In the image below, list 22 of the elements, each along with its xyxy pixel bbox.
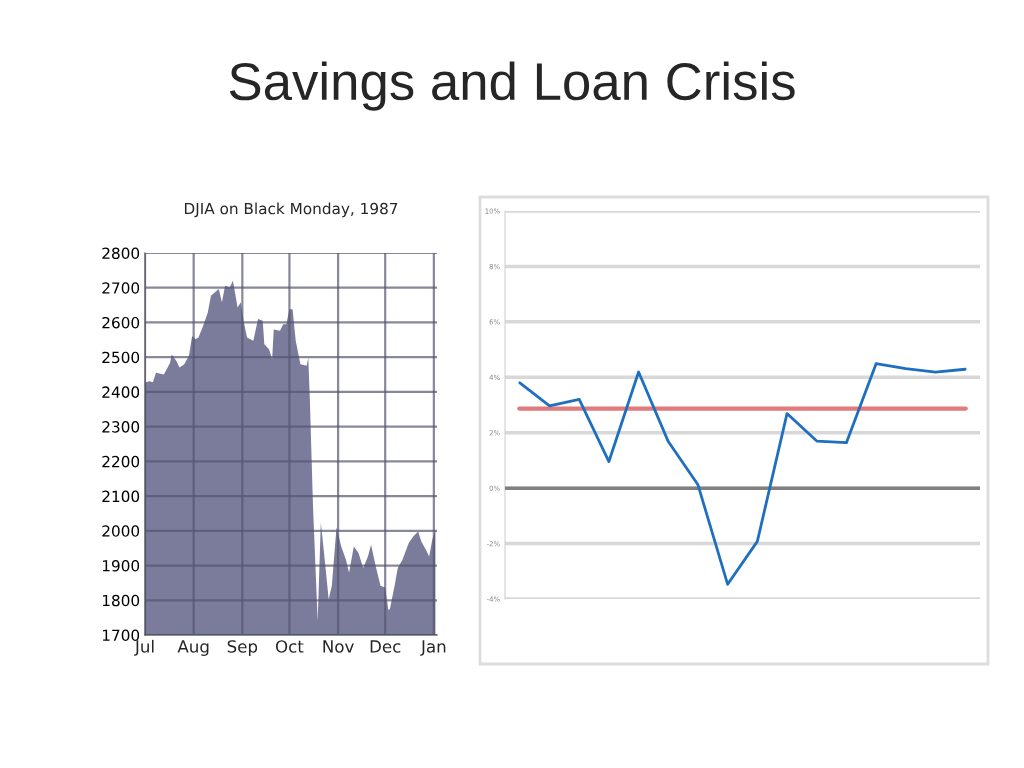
y-tick-label: 2700 xyxy=(102,282,140,294)
line-series xyxy=(518,362,967,586)
y-tick-label: 2000 xyxy=(102,525,140,537)
x-tick-label: Jan xyxy=(420,640,446,656)
chart-title: Savings and Loan Crisis xyxy=(229,61,795,111)
y-tick-label: 2500 xyxy=(102,351,140,364)
y-tick-label: 2300 xyxy=(102,421,140,433)
y-tick-label: 2400 xyxy=(102,386,140,398)
x-tick-label: Aug xyxy=(177,640,209,656)
x-tick-label: Nov xyxy=(323,640,354,653)
y-tick-label: 1900 xyxy=(102,560,140,572)
y-tick-label: 2800 xyxy=(102,247,140,260)
y-tick-label: 2100 xyxy=(102,490,140,503)
y-tick-label: 2600 xyxy=(102,316,140,329)
x-tick-label: Sep xyxy=(227,640,258,656)
chart-subtitle: DJIA on Black Monday, 1987 xyxy=(184,202,398,218)
x-tick-label: Oct xyxy=(275,640,304,653)
y-tick-label: 2200 xyxy=(102,455,140,468)
y-tick-label: 1800 xyxy=(102,594,140,607)
y-tick-label: 1700 xyxy=(102,629,140,642)
x-tick-label: Dec xyxy=(370,640,401,653)
x-tick-label: Jul xyxy=(134,639,154,656)
